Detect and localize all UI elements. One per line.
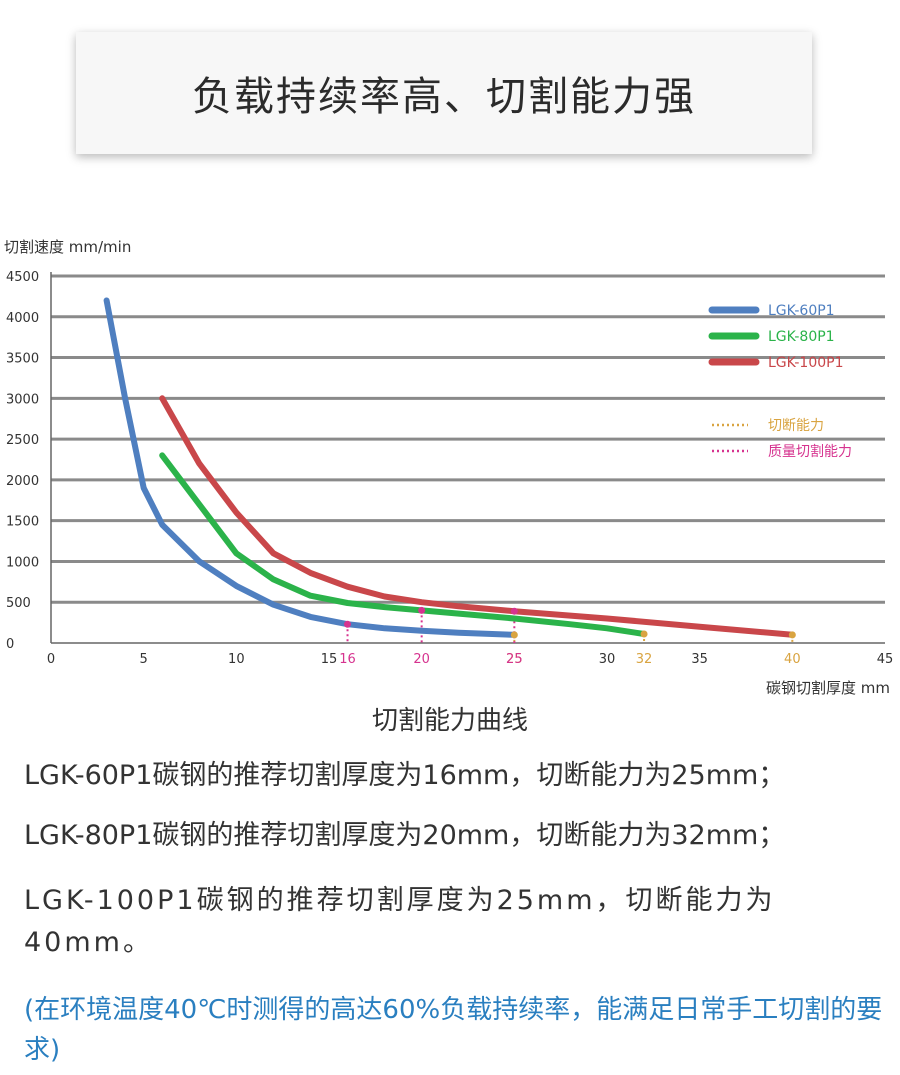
chart-series	[103, 297, 796, 638]
series-line-lgk-100p1	[159, 395, 796, 638]
x-tick-label: 45	[877, 652, 894, 667]
chart-axes	[50, 272, 885, 644]
note-lgk60: LGK-60P1碳钢的推荐切割厚度为16mm，切断能力为25mm；	[24, 760, 786, 791]
cut-off-x-label: 25	[506, 652, 523, 667]
legend-label: 切断能力	[768, 418, 824, 434]
x-tick-label: 35	[691, 652, 708, 667]
cut-off-point	[640, 630, 648, 638]
quality-cut-x-label: 20	[413, 652, 430, 667]
quality-cut-x-label: 16	[339, 652, 356, 667]
legend-label: 质量切割能力	[768, 443, 852, 460]
x-tick-label: 15	[321, 652, 338, 667]
y-axis-title: 切割速度 mm/min	[4, 238, 131, 256]
x-tick-label: 10	[228, 652, 245, 667]
series-line-lgk-60p1	[103, 297, 518, 638]
duty-cycle-footnote: (在环境温度40℃时测得的高达60%负载持续率，能满足日常手工切割的要求)	[24, 995, 883, 1065]
y-tick-label: 3500	[6, 352, 39, 367]
quality-cut-point	[418, 606, 426, 614]
x-axis-title: 碳钢切割厚度 mm	[766, 679, 890, 697]
legend-label: LGK-100P1	[768, 355, 843, 371]
cut-off-point	[510, 631, 518, 639]
cut-off-x-label: 32	[636, 652, 653, 667]
page-title: 负载持续率高、切割能力强	[192, 74, 696, 120]
chart-grid	[51, 274, 885, 604]
y-tick-label: 2500	[6, 433, 39, 448]
chart-labels: 0 500 1000 1500 2000 2500 3000 3500 4000 4500 0 5 10…	[4, 238, 893, 697]
quality-cut-x-label: 25	[506, 652, 523, 667]
chart-title: 切割能力曲线	[371, 706, 528, 736]
legend-label: LGK-80P1	[768, 329, 835, 345]
y-tick-label: 500	[6, 596, 31, 611]
cut-off-x-label: 40	[784, 652, 801, 667]
y-tick-label: 2000	[6, 474, 39, 489]
y-tick-label: 3000	[6, 392, 39, 407]
cut-off-point	[788, 631, 796, 639]
y-tick-label: 4000	[6, 311, 39, 326]
y-tick-label: 1500	[6, 515, 39, 530]
note-lgk100: LGK-100P1碳钢的推荐切割厚度为25mm，切断能力为40mm。	[24, 885, 776, 958]
y-tick-label: 1000	[6, 555, 39, 570]
x-tick-label: 0	[47, 652, 55, 667]
x-tick-label: 5	[140, 652, 148, 667]
y-tick-label: 0	[6, 637, 14, 652]
page-title-banner: 负载持续率高、切割能力强	[76, 32, 812, 154]
y-tick-label: 4500	[6, 270, 39, 285]
x-tick-label: 30	[599, 652, 616, 667]
quality-cut-point	[510, 607, 518, 615]
series-line-lgk-80p1	[159, 452, 648, 637]
legend-label: LGK-60P1	[768, 303, 835, 319]
quality-cut-point	[344, 620, 352, 628]
note-lgk80: LGK-80P1碳钢的推荐切割厚度为20mm，切断能力为32mm；	[24, 820, 786, 851]
chart-markers	[344, 606, 796, 639]
